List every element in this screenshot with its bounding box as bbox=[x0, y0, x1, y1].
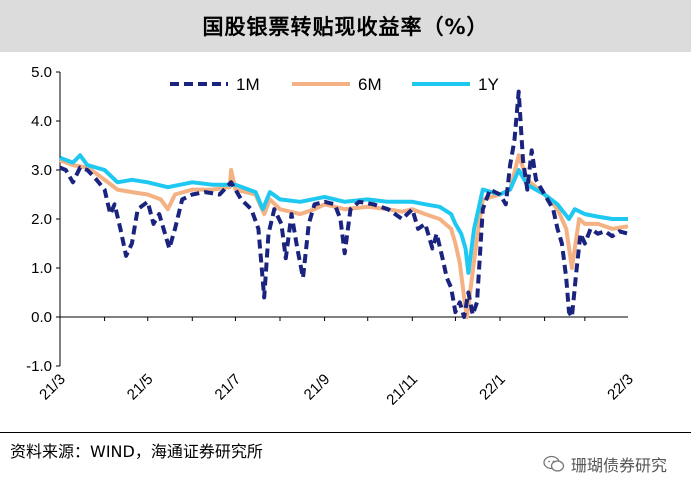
x-tick-label: 22/3 bbox=[604, 371, 637, 404]
series-line-1m bbox=[59, 89, 629, 319]
x-tick-label: 21/9 bbox=[301, 371, 334, 404]
x-tick-label: 22/1 bbox=[476, 371, 509, 404]
chart-area: -1.0 0.0 1.0 2.0 3.0 4.0 5.0 21/3 21/5 21/7 21/9 21… bbox=[0, 52, 691, 432]
legend-label-6m: 6M bbox=[358, 75, 382, 94]
wechat-icon bbox=[543, 455, 565, 472]
watermark-text: 珊瑚债券研究 bbox=[570, 456, 667, 475]
x-tick-label: 21/7 bbox=[212, 371, 245, 404]
line-chart: -1.0 0.0 1.0 2.0 3.0 4.0 5.0 21/3 21/5 21/7 21/9 21… bbox=[26, 64, 637, 409]
series-group bbox=[59, 89, 629, 319]
y-tick-label: -1.0 bbox=[26, 358, 52, 375]
y-tick-label: 4.0 bbox=[31, 113, 52, 130]
legend: 1M 6M 1Y bbox=[170, 75, 499, 94]
y-tick-label: 2.0 bbox=[31, 211, 52, 228]
axes: -1.0 0.0 1.0 2.0 3.0 4.0 5.0 21/3 21/5 21/7 21/9 21… bbox=[26, 64, 637, 409]
series-line-1y bbox=[59, 153, 628, 275]
legend-label-1m: 1M bbox=[236, 75, 260, 94]
x-tick-label: 21/11 bbox=[383, 371, 421, 409]
source-note: 资料来源：WIND，海通证券研究所 bbox=[10, 442, 263, 461]
title-bar: 国股银票转贴现收益率（%） bbox=[0, 0, 691, 52]
x-tick-label: 21/5 bbox=[124, 371, 157, 404]
watermark: 珊瑚债券研究 bbox=[543, 452, 667, 476]
y-tick-label: 1.0 bbox=[31, 260, 52, 277]
y-tick-label: 3.0 bbox=[31, 162, 52, 179]
page-title: 国股银票转贴现收益率（%） bbox=[202, 15, 489, 39]
footer-divider bbox=[0, 432, 691, 433]
y-tick-label: 0.0 bbox=[31, 309, 52, 326]
legend-label-1y: 1Y bbox=[478, 75, 499, 94]
x-tick-label: 21/3 bbox=[36, 371, 69, 404]
y-tick-label: 5.0 bbox=[31, 64, 52, 81]
